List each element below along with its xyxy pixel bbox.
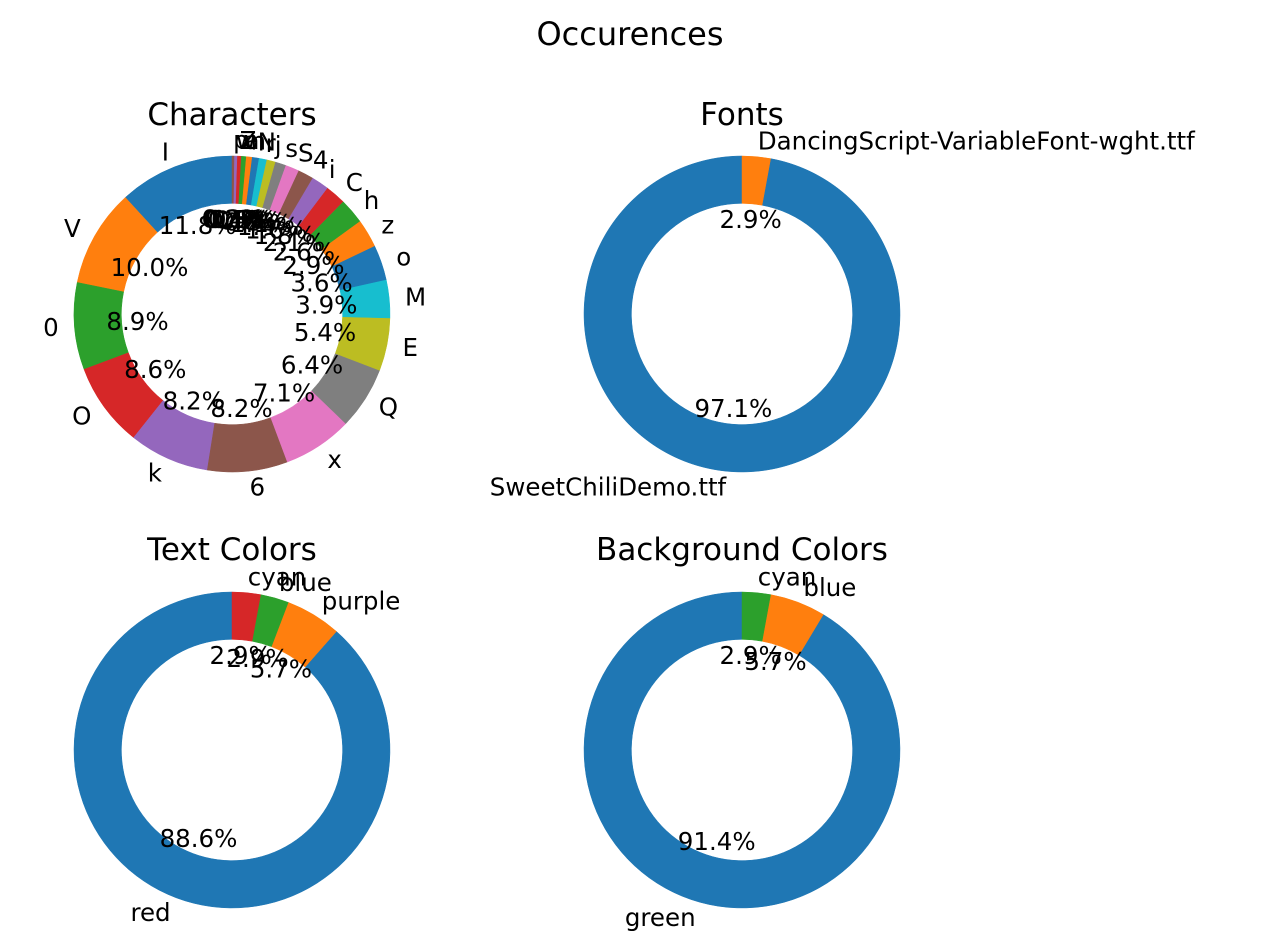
slice-percent: 8.2% [210, 394, 272, 423]
chart-title: Characters [147, 97, 316, 133]
slice-label: z [381, 211, 394, 240]
wedge-cyan [231, 591, 261, 642]
slice-label: cyan [248, 562, 307, 591]
slice-label: Q [379, 393, 398, 422]
slice-label: w [236, 126, 256, 155]
slice-percent: 5.7% [250, 654, 312, 683]
slice-percent: 2.9% [719, 205, 781, 234]
slice-percent: 5.4% [294, 318, 356, 347]
labels: green 91.4% blue 5.7% cyan 2.9% [625, 562, 857, 932]
slice-percent: 7.1% [253, 379, 315, 408]
slice-percent: 2.6% [273, 238, 335, 267]
slice-label: s [285, 134, 298, 163]
slice-percent: 3.9% [295, 290, 357, 319]
slice-percent: 8.6% [124, 355, 186, 384]
slice-label: h [364, 186, 380, 215]
slice-percent: 5.7% [744, 647, 806, 676]
slice-label: blue [803, 573, 856, 602]
slice-label: E [403, 333, 418, 362]
slice-label: n [251, 127, 267, 156]
slice-label: O [72, 402, 91, 431]
chart-title: Fonts [700, 97, 784, 133]
slice-label: M [405, 283, 426, 312]
slice-percent: 0.3% [203, 205, 265, 234]
labels: SweetChiliDemo.ttf 97.1% DancingScript-Var… [490, 126, 1196, 501]
slice-percent: 1.4% [237, 212, 299, 241]
slice-label: 0 [43, 313, 59, 342]
slice-percent: 2.9% [226, 644, 288, 673]
slice-label: i [329, 155, 336, 184]
slice-percent: 0.2% [201, 205, 263, 234]
slice-percent: 10.0% [111, 253, 189, 282]
slice-percent: 6.4% [281, 350, 343, 379]
wedge-DancingScript-VariableFont-wght.ttf [741, 155, 771, 206]
slice-label: N [258, 128, 276, 157]
slice-label: r [266, 129, 277, 158]
slice-percent: 88.6% [160, 824, 238, 853]
slice-label: C [346, 168, 363, 197]
slice-percent: 1.6% [245, 216, 307, 245]
slice-percent: 3.6% [290, 269, 352, 298]
slice-label: a [245, 126, 260, 155]
slice-label: I [162, 138, 169, 167]
chart-title: Text Colors [146, 532, 317, 568]
slice-label: DancingScript-VariableFont-wght.ttf [758, 126, 1196, 155]
slice-label: green [625, 903, 696, 932]
slice-label: red [130, 898, 170, 927]
slice-label: 4 [313, 146, 329, 175]
slice-percent: 97.1% [694, 394, 772, 423]
labels: red 88.6% purple 5.7% blue 2.9% cyan 2.9% [130, 562, 400, 927]
chart-0: Characters I 11.8% V 10.0% 0 8.9% O 8.6% k 8.2% 6 8.… [43, 97, 426, 501]
wedge-red [73, 591, 391, 909]
slice-percent: 2.1% [263, 228, 325, 257]
slice-label: blue [279, 568, 332, 597]
slice-label: SweetChiliDemo.ttf [490, 473, 728, 502]
chart-1: Fonts SweetChiliDemo.ttf 97.1% DancingScrip… [490, 97, 1196, 502]
slice-percent: 0.6% [211, 205, 273, 234]
slice-percent: 8.2% [163, 386, 225, 415]
slice-percent: 0.8% [219, 206, 281, 235]
slice-percent: 0.9% [224, 208, 286, 237]
slice-percent: 91.4% [678, 827, 756, 856]
slice-label: o [396, 243, 411, 272]
wedge-SweetChiliDemo.ttf [583, 155, 901, 473]
slice-percent: 2.9% [719, 641, 781, 670]
wedge-p [231, 155, 235, 204]
slice-percent: 0.4% [205, 205, 267, 234]
slice-label: Z [240, 126, 257, 155]
wedges [73, 591, 391, 909]
slice-percent: 0.5% [208, 205, 270, 234]
wedges [583, 155, 901, 473]
slice-percent: 2.9% [209, 641, 271, 670]
chart-2: Text Colors red 88.6% purple 5.7% blue 2.9% cya… [73, 532, 400, 927]
wedges [583, 591, 901, 909]
slice-percent: 2.9% [282, 251, 344, 280]
slice-percent: 11.8% [159, 211, 237, 240]
slice-percent: 8.9% [106, 307, 168, 336]
slice-label: V [64, 214, 81, 243]
labels: I 11.8% V 10.0% 0 8.9% O 8.6% k 8.2% 6 8.2% x 7.1% Q 6.… [43, 126, 426, 502]
slice-percent: 1.8% [254, 221, 316, 250]
slice-label: p [233, 126, 249, 155]
chart-3: Background Colors green 91.4% blue 5.7% cyan 2… [583, 532, 901, 932]
chart-title: Background Colors [596, 532, 888, 568]
figure-title: Occurences [536, 15, 723, 53]
slice-label: j [274, 131, 282, 160]
wedge-cyan [741, 591, 771, 642]
slice-label: x [327, 445, 342, 474]
charts-group: Characters I 11.8% V 10.0% 0 8.9% O 8.6% k 8.2% 6 8.… [43, 97, 1196, 932]
wedges [73, 155, 391, 473]
slice-percent: 1.1% [230, 209, 292, 238]
slice-label: purple [322, 587, 401, 616]
slice-label: cyan [758, 562, 817, 591]
wedge-green [583, 591, 901, 909]
slice-label: 6 [249, 472, 265, 501]
slice-percent: 0.7% [215, 206, 277, 235]
slice-label: S [298, 139, 314, 168]
slice-label: k [148, 459, 163, 488]
